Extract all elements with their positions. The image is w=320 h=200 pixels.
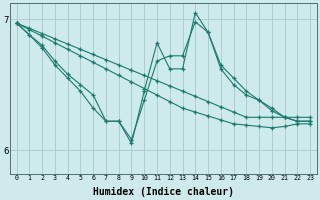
X-axis label: Humidex (Indice chaleur): Humidex (Indice chaleur) — [93, 186, 234, 197]
